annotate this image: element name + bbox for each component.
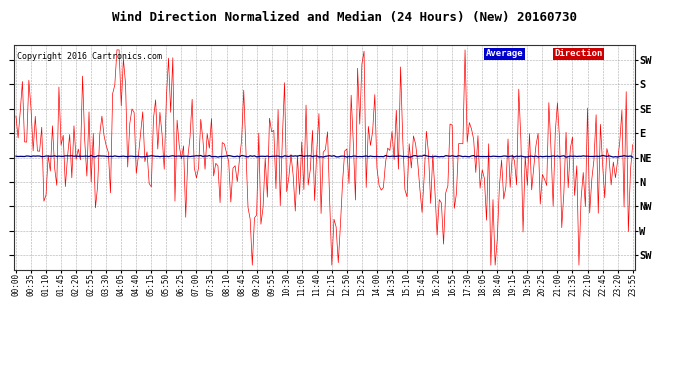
Text: Average: Average (486, 50, 524, 58)
Text: Copyright 2016 Cartronics.com: Copyright 2016 Cartronics.com (17, 52, 162, 61)
Text: Wind Direction Normalized and Median (24 Hours) (New) 20160730: Wind Direction Normalized and Median (24… (112, 11, 578, 24)
Text: Direction: Direction (554, 50, 602, 58)
